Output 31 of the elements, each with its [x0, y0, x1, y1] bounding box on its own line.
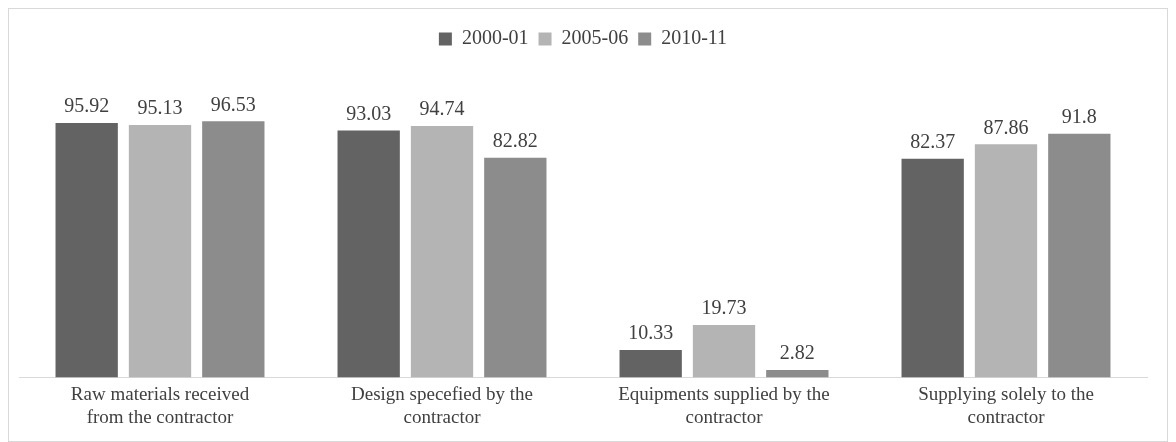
data-label: 91.8	[1061, 105, 1097, 128]
bar	[974, 144, 1038, 378]
bar	[1048, 133, 1111, 378]
x-tick-label: Design specefied by the contractor	[350, 382, 534, 427]
x-tick-label: Equipments supplied by the contractor	[618, 382, 830, 427]
legend-label: 2005-06	[561, 26, 629, 49]
bar	[901, 158, 964, 378]
data-label: 93.03	[346, 101, 392, 124]
data-label: 2.82	[779, 341, 815, 364]
bar	[484, 157, 547, 378]
data-label: 87.86	[983, 115, 1029, 138]
data-label: 95.92	[64, 94, 110, 117]
legend-label: 2010-11	[661, 26, 728, 49]
data-label: 94.74	[419, 97, 465, 120]
data-label: 96.53	[210, 92, 256, 115]
bar	[692, 325, 756, 378]
bar	[55, 122, 118, 378]
legend-label: 2000-01	[461, 26, 529, 49]
x-tick-label: Supplying solely to the contractor	[918, 382, 1094, 427]
data-label: 19.73	[701, 296, 747, 319]
bar	[337, 130, 400, 378]
data-label: 10.33	[628, 321, 674, 344]
bar	[202, 121, 265, 378]
data-label: 82.37	[910, 130, 956, 153]
data-label: 82.82	[492, 128, 538, 151]
bar	[619, 349, 682, 378]
x-tick-label: Raw materials received from the contractor	[70, 382, 250, 427]
bar	[410, 126, 474, 378]
data-label: 95.13	[137, 96, 183, 119]
bar	[128, 124, 192, 378]
bar	[766, 369, 829, 378]
